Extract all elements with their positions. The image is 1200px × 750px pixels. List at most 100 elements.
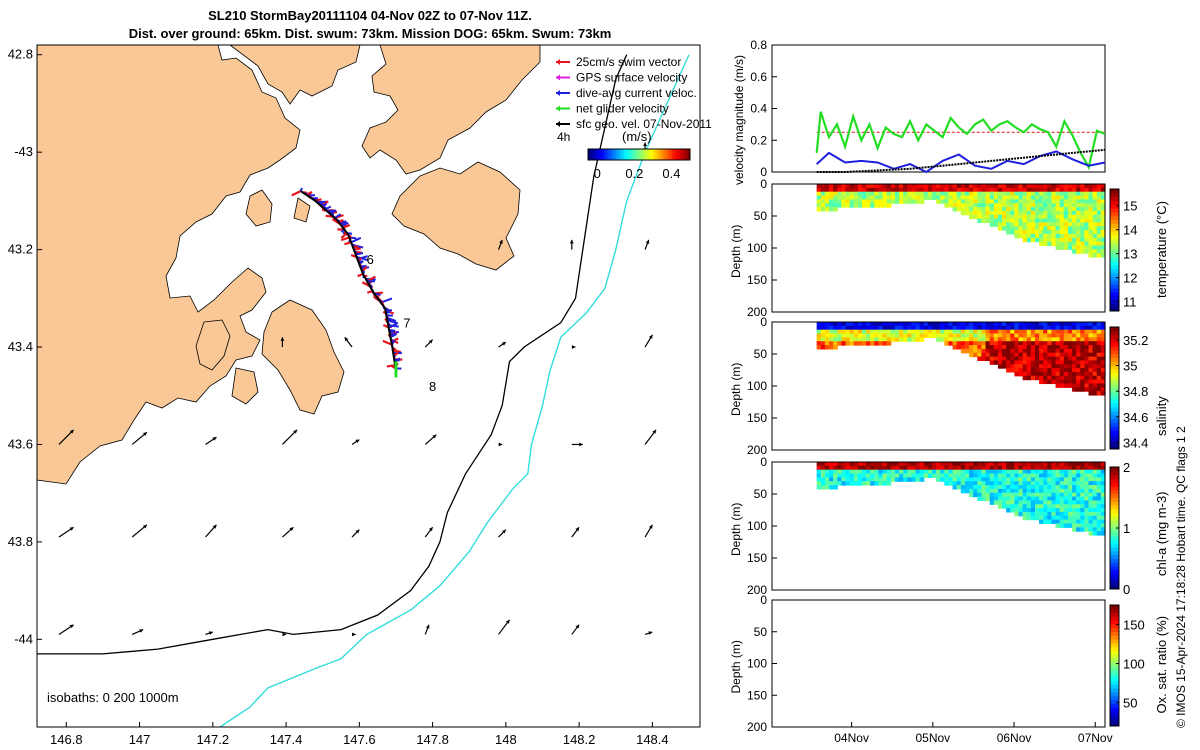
section-cell [915,199,921,204]
section-cell [1076,199,1081,204]
dive-avg-vector [387,319,399,325]
section-cell [1072,371,1077,377]
section-cell [1063,337,1069,342]
section-cell [1100,233,1106,239]
section-cell [849,341,855,346]
colorbar-cell [1110,391,1119,397]
section-cell [1022,337,1028,342]
section-cell [1006,210,1011,216]
dive-avg-vector [360,265,367,268]
section-cell [915,191,921,197]
section-cell [1084,511,1090,517]
section-cell [1022,214,1028,220]
section-cell [1022,230,1028,235]
section-frame-outline [771,183,1106,313]
isobath-label: isobaths: 0 200 1000m [47,690,179,705]
section-cell [1076,249,1081,254]
section-cell [969,210,974,216]
section-cell [969,199,974,204]
section-cell [1084,184,1090,189]
section-cell [1088,519,1094,525]
section-cell [1100,325,1106,331]
depth-axis-label: Depth (m) [729,640,743,693]
section-cell [857,322,863,327]
velocity-series-sfc_geo [816,148,1106,173]
section-cell [1067,375,1073,381]
section-cell [1051,519,1057,525]
section-cell [989,348,995,354]
section-cell [837,481,842,486]
section-cell [874,481,880,486]
section-cell [985,462,991,467]
section-cell [1100,184,1106,189]
section-cell [1047,379,1053,385]
speed-colorbar-cell [623,149,627,160]
section-cell [1002,492,1007,498]
section-cell [1063,481,1069,486]
section-cell [973,210,978,216]
section-cell [1076,488,1081,494]
sfc-arrow-head [571,345,576,349]
section-cell [1067,465,1073,471]
section-cell [899,329,904,335]
section-cell [845,322,851,327]
section-cell [1076,184,1081,189]
section-cell [866,199,871,204]
section-cell [1063,333,1069,338]
section-cell [985,210,991,216]
section-cell [886,337,892,342]
section-cell [944,203,950,208]
section-cell [1088,218,1094,223]
section-cell [985,477,991,482]
section-cell [1047,345,1053,350]
section-cell [1076,218,1081,223]
section-cell [1100,207,1106,212]
section-cell [1076,187,1081,193]
section-cell [837,187,842,193]
section-cell [1084,195,1090,200]
section-cell [890,184,896,189]
section-cell [861,462,867,467]
section-cell [1043,187,1048,193]
section-cell [1059,473,1065,478]
colorbar-cell [1110,635,1119,640]
section-cell [964,210,970,216]
section-cell [878,341,884,346]
section-cell [1076,222,1081,227]
section-cell [923,465,929,471]
velocity-y-tick-label: 0.2 [750,133,767,147]
section-cell [1067,481,1073,486]
section-cell [1039,511,1044,517]
section-cell [911,462,917,467]
section-cell [1014,356,1020,361]
section-cell [1051,469,1057,475]
section-cell [857,325,863,331]
section-cell [952,195,958,200]
section-cell [973,473,978,478]
section-cell [1084,345,1090,350]
section-cell [878,322,884,327]
colorbar-cell [1110,478,1119,483]
colorbar-cell [1110,234,1119,240]
section-cell [1034,481,1040,486]
section-cell [1051,341,1057,346]
colorbar-cell [1110,657,1119,663]
section-cell [1047,465,1053,471]
section-cell [841,329,847,335]
section-cell [1059,481,1065,486]
colorbar-cell [1110,508,1119,514]
section-cell [1076,356,1081,361]
section-cell [927,191,933,197]
section-cell [849,203,855,208]
section-cell [1043,364,1048,369]
section-cell [936,337,941,342]
colorbar-cell [1110,246,1119,251]
section-cell [940,462,945,467]
section-cell [952,341,958,346]
section-cell [874,203,880,208]
section-cell [1026,184,1032,189]
section-cell [1084,233,1090,239]
x-tick-label: 148.4 [636,732,669,747]
section-cell [1072,222,1077,227]
section-cell [1014,218,1020,223]
